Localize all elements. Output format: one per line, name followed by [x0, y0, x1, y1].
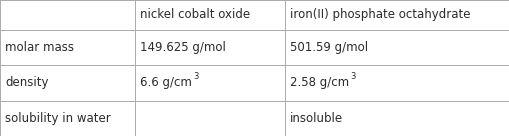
Text: density: density: [5, 76, 48, 89]
Text: iron(II) phosphate octahydrate: iron(II) phosphate octahydrate: [290, 8, 471, 21]
Text: insoluble: insoluble: [290, 112, 343, 125]
Text: 501.59 g/mol: 501.59 g/mol: [290, 41, 368, 54]
Text: 2.58 g/cm: 2.58 g/cm: [290, 76, 349, 89]
Text: 3: 3: [193, 72, 198, 81]
Text: nickel cobalt oxide: nickel cobalt oxide: [140, 8, 250, 21]
Text: solubility in water: solubility in water: [5, 112, 111, 125]
Text: 6.6 g/cm: 6.6 g/cm: [140, 76, 192, 89]
Text: molar mass: molar mass: [5, 41, 74, 54]
Text: 3: 3: [350, 72, 356, 81]
Text: 149.625 g/mol: 149.625 g/mol: [140, 41, 226, 54]
